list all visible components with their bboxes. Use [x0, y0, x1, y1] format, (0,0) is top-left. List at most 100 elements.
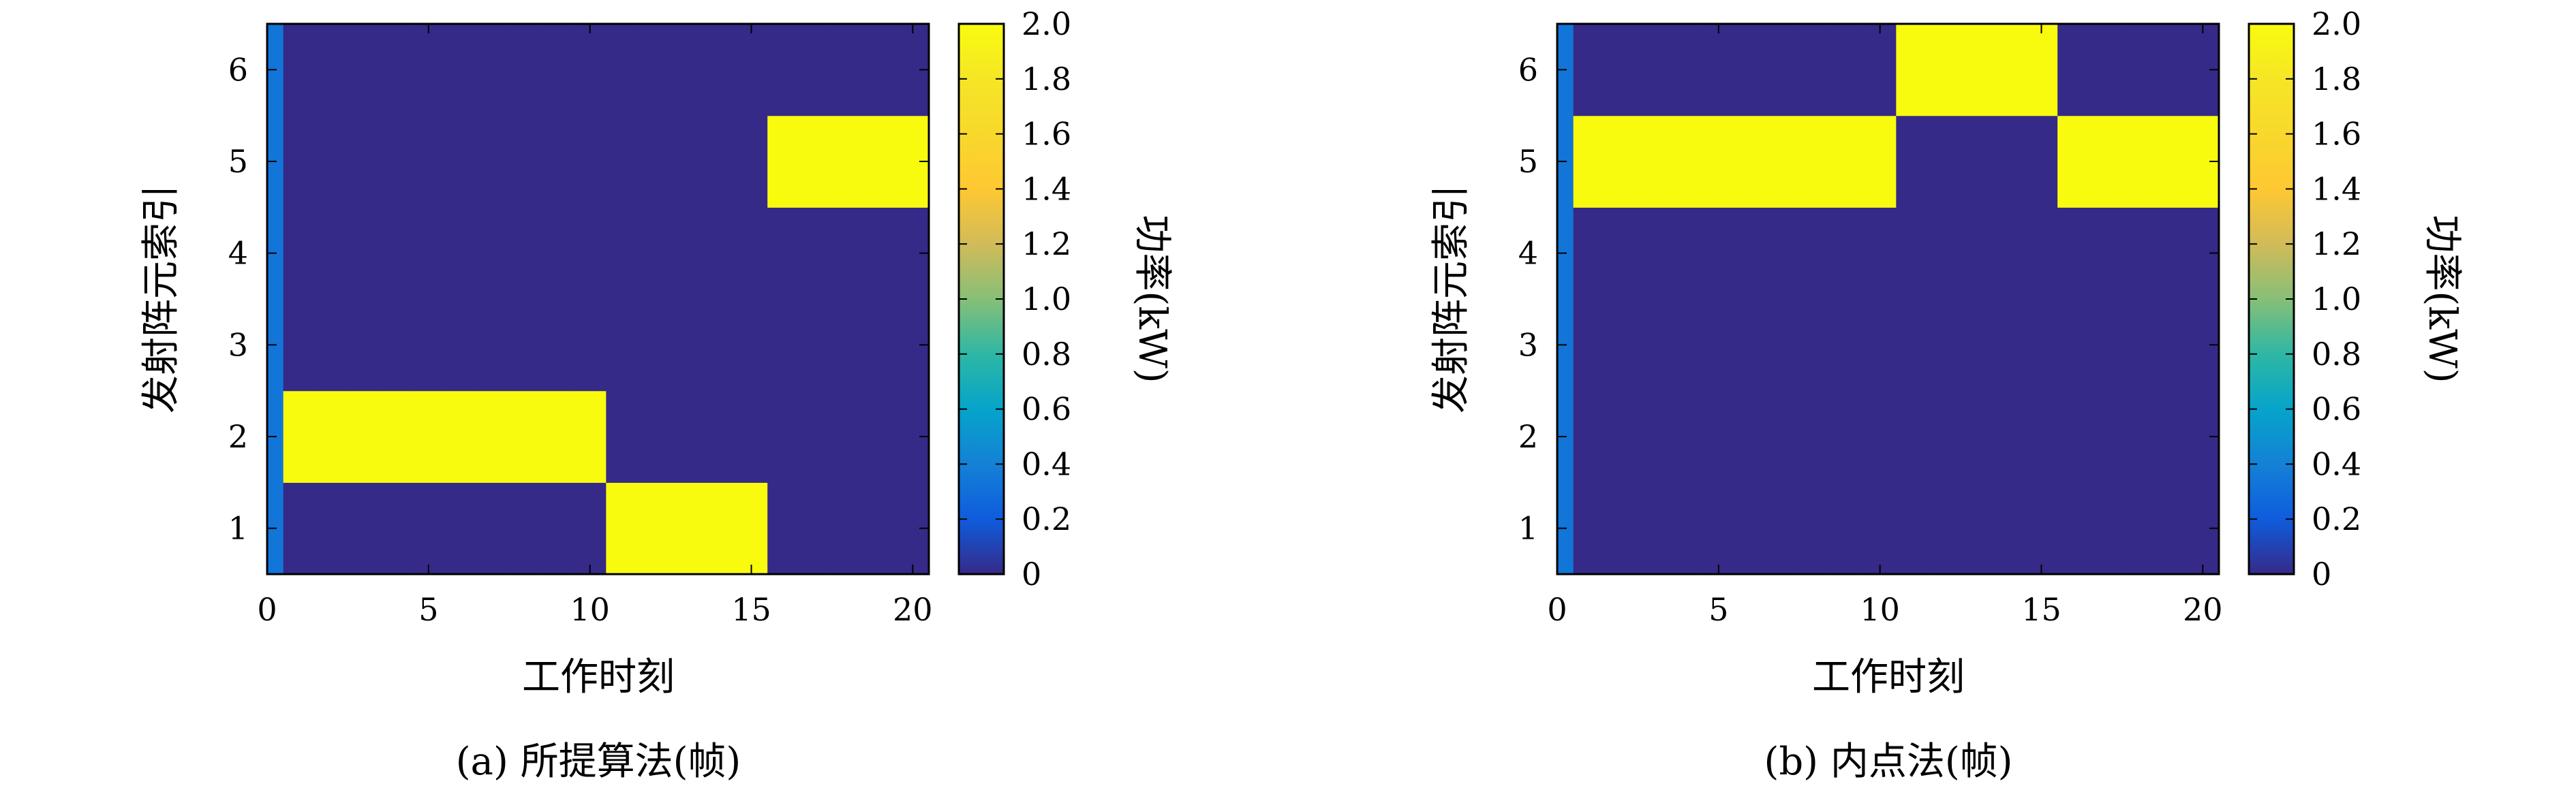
y-axis-title-b: 发射阵元索引	[1429, 185, 1473, 413]
heatmap-cell	[1573, 207, 1606, 300]
heatmap-cell	[1896, 115, 1929, 208]
heatmap-cell	[1831, 115, 1865, 208]
heatmap-cell	[2121, 299, 2155, 392]
heatmap-cell	[412, 482, 446, 575]
y-axis-title-a: 发射阵元索引	[139, 185, 183, 413]
heatmap-cell	[1928, 482, 1961, 575]
heatmap-cell	[1638, 482, 1671, 575]
heatmap-cell	[703, 207, 736, 300]
heatmap-cell	[444, 115, 478, 208]
heatmap-cell	[671, 24, 704, 116]
plot-frame-b	[1556, 22, 2220, 576]
heatmap-cell	[1606, 482, 1639, 575]
colorbar-tick-label: 0.2	[1022, 501, 1071, 537]
heatmap-cell	[831, 207, 865, 300]
heatmap-cell	[1961, 24, 1994, 116]
heatmap-cell	[283, 299, 316, 392]
heatmap-cell	[1702, 482, 1736, 575]
heatmap-cell	[1734, 24, 1768, 116]
heatmap-cell	[1928, 115, 1961, 208]
heatmap-cell	[638, 207, 671, 300]
heatmap-cell	[412, 299, 446, 392]
heatmap-cell	[638, 390, 671, 483]
colorbar-tick-label: 1.0	[2312, 281, 2361, 317]
heatmap-cell	[1863, 207, 1897, 300]
heatmap-cell	[573, 299, 607, 392]
colorbar-tick-label: 0.6	[2312, 391, 2361, 428]
heatmap-cell	[476, 24, 510, 116]
colorbar-tick-label: 0.8	[2312, 336, 2361, 373]
heatmap-cell	[767, 299, 801, 392]
heatmap-cell	[1766, 207, 1800, 300]
heatmap-cell	[316, 482, 349, 575]
heatmap-cells-a	[267, 24, 930, 575]
heatmap-cell	[348, 390, 381, 483]
heatmap-cell	[2154, 115, 2188, 208]
x-axis-title-b: 工作时刻	[1812, 655, 1965, 699]
heatmap-cell	[1896, 482, 1929, 575]
colorbar-tick-label: 1.6	[2312, 116, 2361, 153]
heatmap-cell	[412, 24, 446, 116]
heatmap-cell	[1606, 115, 1639, 208]
heatmap-cell	[1670, 207, 1703, 300]
heatmap-cell	[283, 390, 316, 483]
colorbar-tick-label: 0.6	[1022, 391, 1071, 428]
heatmap-cell	[1670, 482, 1703, 575]
heatmap-cell	[1702, 24, 1736, 116]
heatmap-cell	[799, 390, 833, 483]
heatmap-cell	[831, 390, 865, 483]
heatmap-cell	[283, 482, 316, 575]
heatmap-cell	[606, 390, 639, 483]
heatmap-cell	[348, 482, 381, 575]
x-tick-label: 20	[2183, 591, 2223, 628]
heatmap-cell	[606, 207, 639, 300]
colorbar-ticks-b: 0 0.2 0.4 0.6 0.8 1.0 1.2 1.4 1.6 1.8 2.0	[2249, 5, 2361, 593]
y-ticks-a: 1 2 3 4 5 6	[228, 51, 929, 547]
heatmap-cell	[1863, 299, 1897, 392]
heatmap-cell	[2154, 299, 2188, 392]
heatmap-cell	[1670, 115, 1703, 208]
heatmap-cell	[735, 115, 768, 208]
heatmap-cell	[1993, 299, 2026, 392]
heatmap-cell	[864, 24, 898, 116]
x-tick-label: 15	[731, 591, 771, 628]
heatmap-cell	[412, 207, 446, 300]
heatmap-cell	[283, 115, 316, 208]
heatmap-cell	[476, 299, 510, 392]
x-tick-label: 10	[570, 591, 610, 628]
colorbar-tick-label: 0.8	[1022, 336, 1071, 373]
y-tick-label: 5	[1518, 143, 1538, 180]
heatmap-cell	[638, 115, 671, 208]
heatmap-cell	[703, 390, 736, 483]
heatmap-cell	[476, 482, 510, 575]
heatmap-cell	[509, 482, 542, 575]
heatmap-cell	[2025, 24, 2058, 116]
heatmap-cell	[703, 24, 736, 116]
heatmap-cell	[2121, 482, 2155, 575]
heatmap-cell	[573, 207, 607, 300]
heatmap-cell	[1573, 482, 1606, 575]
heatmap-cell	[1734, 299, 1768, 392]
heatmap-cell	[1702, 390, 1736, 483]
heatmap-cell	[2025, 299, 2058, 392]
heatmap-cell	[864, 207, 898, 300]
heatmap-cell	[316, 299, 349, 392]
x-tick-label: 5	[418, 591, 438, 628]
panel-b: 0 5 10 15 20 1 2 3 4 5 6 工作时刻 发射阵元索引 0 0.2 0.4 0.6 0.…	[1429, 5, 2464, 784]
heatmap-cell	[1670, 299, 1703, 392]
heatmap-cell	[1766, 390, 1800, 483]
heatmap-cell	[1928, 299, 1961, 392]
heatmap-cell	[509, 115, 542, 208]
heatmap-cell	[573, 24, 607, 116]
heatmap-cell	[476, 207, 510, 300]
heatmap-cell	[1831, 482, 1865, 575]
y-tick-label: 6	[1518, 51, 1538, 88]
heatmap-cell	[2089, 390, 2123, 483]
x-tick-label: 15	[2021, 591, 2061, 628]
y-tick-label: 2	[228, 418, 248, 455]
heatmap-cell	[2154, 207, 2188, 300]
heatmap-cell	[1606, 24, 1639, 116]
heatmap-cell	[1799, 24, 1833, 116]
heatmap-cell	[541, 24, 574, 116]
heatmap-cell	[541, 299, 574, 392]
